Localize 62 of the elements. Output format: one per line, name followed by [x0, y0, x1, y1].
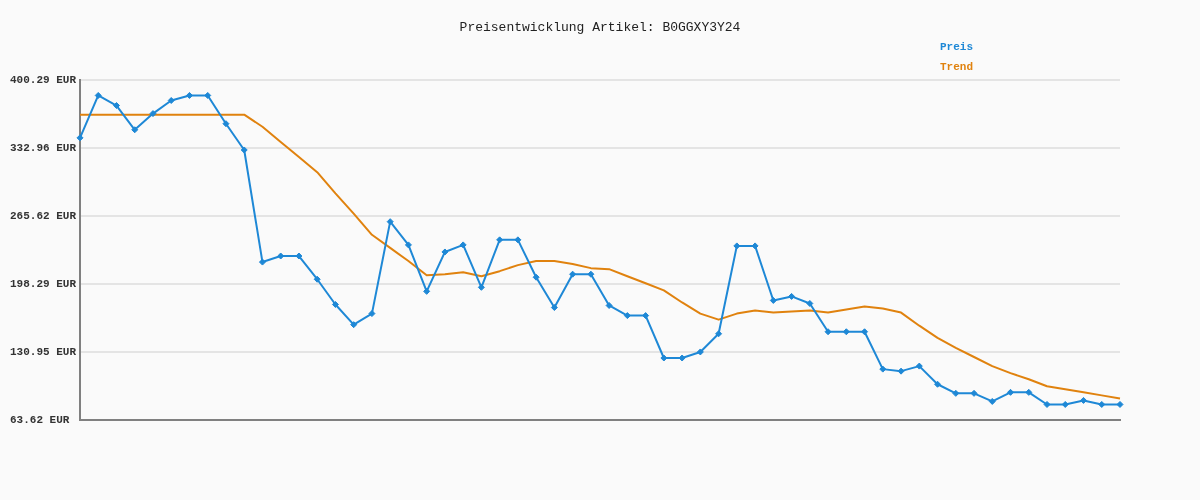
point	[532, 273, 540, 281]
y-tick-label: 332.96 EUR	[10, 141, 77, 154]
point	[295, 252, 303, 260]
point	[131, 126, 139, 134]
point	[386, 218, 394, 226]
point	[204, 91, 212, 99]
point	[952, 389, 960, 397]
point	[313, 275, 321, 283]
y-tick-label: 63.62 EUR	[10, 413, 70, 426]
point	[149, 110, 157, 118]
y-tick-label: 265.62 EUR	[10, 209, 77, 222]
point	[258, 258, 266, 266]
point	[587, 270, 595, 278]
point	[1116, 400, 1124, 408]
y-tick-label: 130.95 EUR	[10, 345, 77, 358]
point	[112, 102, 120, 110]
point	[842, 328, 850, 336]
point	[477, 283, 485, 291]
point	[167, 96, 175, 104]
point	[94, 91, 102, 99]
point	[569, 270, 577, 278]
text: Preis	[940, 40, 974, 53]
point	[514, 236, 522, 244]
point	[934, 380, 942, 388]
point	[222, 120, 230, 128]
point	[879, 365, 887, 373]
point	[550, 304, 558, 312]
point	[240, 146, 248, 154]
point	[897, 367, 905, 375]
point	[350, 321, 358, 329]
point	[1025, 388, 1033, 396]
y-tick-label: 400.29 EUR	[10, 73, 77, 86]
point	[696, 348, 704, 356]
point	[1098, 400, 1106, 408]
point	[915, 362, 923, 370]
point	[623, 312, 631, 320]
point	[1043, 400, 1051, 408]
chart-title: Preisentwicklung Artikel: B0GGXY3Y24	[459, 20, 741, 36]
point	[441, 248, 449, 256]
text: Trend	[940, 60, 974, 73]
point	[715, 330, 723, 338]
point	[368, 310, 376, 318]
point	[1007, 388, 1015, 396]
point	[331, 300, 339, 308]
point	[76, 134, 84, 142]
point	[605, 302, 613, 309]
point	[496, 236, 504, 244]
point	[861, 328, 869, 336]
point	[1061, 400, 1069, 408]
point	[404, 241, 412, 249]
point	[806, 299, 814, 307]
point	[970, 389, 978, 397]
point	[1080, 396, 1088, 404]
point	[769, 296, 777, 304]
y-tick-label: 198.29 EUR	[10, 277, 77, 290]
point	[459, 241, 467, 249]
point	[788, 292, 796, 300]
point	[185, 91, 193, 99]
point	[642, 312, 650, 320]
point	[824, 328, 832, 336]
point	[423, 287, 431, 295]
point	[988, 397, 996, 405]
